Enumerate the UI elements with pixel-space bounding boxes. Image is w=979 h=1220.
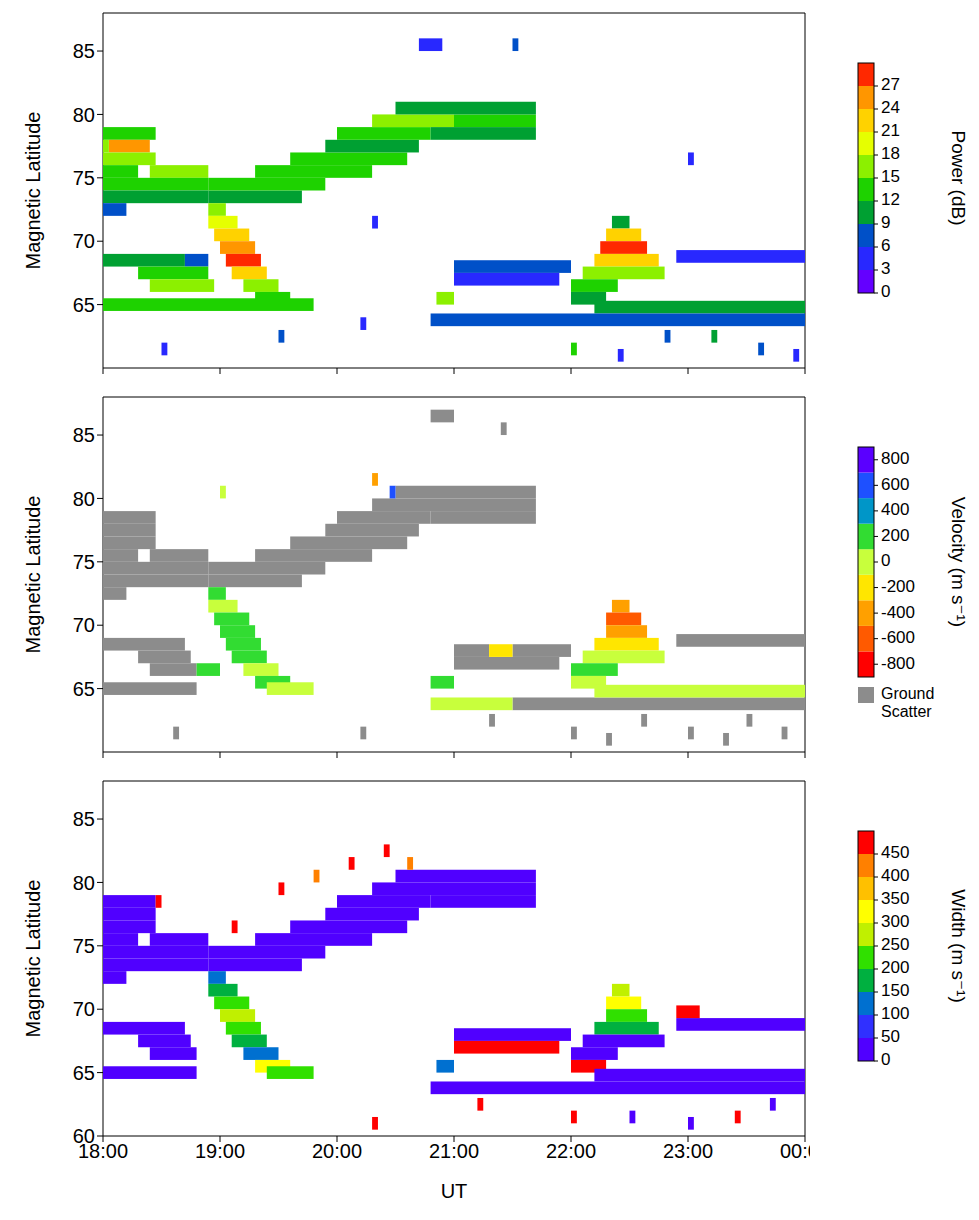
svg-text:00:00: 00:00 [780, 1140, 810, 1162]
svg-text:Power (dB): Power (dB) [948, 130, 969, 225]
svg-text:3: 3 [881, 259, 890, 278]
svg-text:20:00: 20:00 [312, 1140, 362, 1162]
svg-text:65: 65 [73, 678, 95, 700]
svg-text:12: 12 [881, 190, 900, 209]
svg-text:-800: -800 [881, 654, 915, 673]
svg-text:70: 70 [73, 230, 95, 252]
svg-text:75: 75 [73, 935, 95, 957]
svg-text:300: 300 [881, 912, 909, 931]
svg-text:200: 200 [881, 526, 909, 545]
svg-text:27: 27 [881, 75, 900, 94]
svg-text:800: 800 [881, 449, 909, 468]
svg-text:150: 150 [881, 981, 909, 1000]
svg-text:85: 85 [73, 808, 95, 830]
svg-text:Velocity (m s⁻¹): Velocity (m s⁻¹) [948, 497, 969, 627]
svg-text:75: 75 [73, 167, 95, 189]
svg-text:60: 60 [73, 1125, 95, 1147]
svg-text:0: 0 [881, 551, 890, 570]
svg-text:18:00: 18:00 [78, 1140, 128, 1163]
svg-text:21:00: 21:00 [429, 1140, 479, 1162]
svg-text:65: 65 [73, 1062, 95, 1084]
svg-text:-200: -200 [881, 577, 915, 596]
svg-text:21: 21 [881, 121, 900, 140]
svg-text:-600: -600 [881, 628, 915, 647]
svg-text:400: 400 [881, 500, 909, 519]
svg-text:18: 18 [881, 144, 900, 163]
svg-text:Magnetic Latitude: Magnetic Latitude [22, 496, 44, 654]
svg-text:70: 70 [73, 998, 95, 1020]
svg-text:75: 75 [73, 551, 95, 573]
svg-text:65: 65 [73, 294, 95, 316]
svg-text:200: 200 [881, 958, 909, 977]
svg-text:Scatter: Scatter [881, 703, 932, 720]
svg-text:Magnetic Latitude: Magnetic Latitude [22, 880, 44, 1038]
svg-text:15: 15 [881, 167, 900, 186]
svg-text:250: 250 [881, 935, 909, 954]
svg-text:UT: UT [441, 1180, 468, 1202]
svg-text:0: 0 [881, 282, 890, 301]
svg-text:Width (m s⁻¹): Width (m s⁻¹) [948, 889, 969, 1002]
svg-text:50: 50 [881, 1027, 900, 1046]
svg-text:350: 350 [881, 889, 909, 908]
svg-text:450: 450 [881, 843, 909, 862]
svg-text:0: 0 [881, 1050, 890, 1069]
svg-text:80: 80 [73, 104, 95, 126]
svg-text:22:00: 22:00 [546, 1140, 596, 1162]
svg-text:85: 85 [73, 40, 95, 62]
svg-text:6: 6 [881, 236, 890, 255]
svg-text:Ground: Ground [881, 685, 934, 702]
svg-text:19:00: 19:00 [195, 1140, 245, 1162]
svg-text:9: 9 [881, 213, 890, 232]
svg-text:80: 80 [73, 488, 95, 510]
svg-text:80: 80 [73, 872, 95, 894]
svg-text:70: 70 [73, 614, 95, 636]
svg-text:-400: -400 [881, 603, 915, 622]
svg-text:Magnetic Latitude: Magnetic Latitude [22, 112, 44, 270]
svg-text:100: 100 [881, 1004, 909, 1023]
svg-text:400: 400 [881, 866, 909, 885]
svg-text:23:00: 23:00 [663, 1140, 713, 1162]
svg-text:600: 600 [881, 475, 909, 494]
svg-text:85: 85 [73, 424, 95, 446]
svg-text:24: 24 [881, 98, 900, 117]
